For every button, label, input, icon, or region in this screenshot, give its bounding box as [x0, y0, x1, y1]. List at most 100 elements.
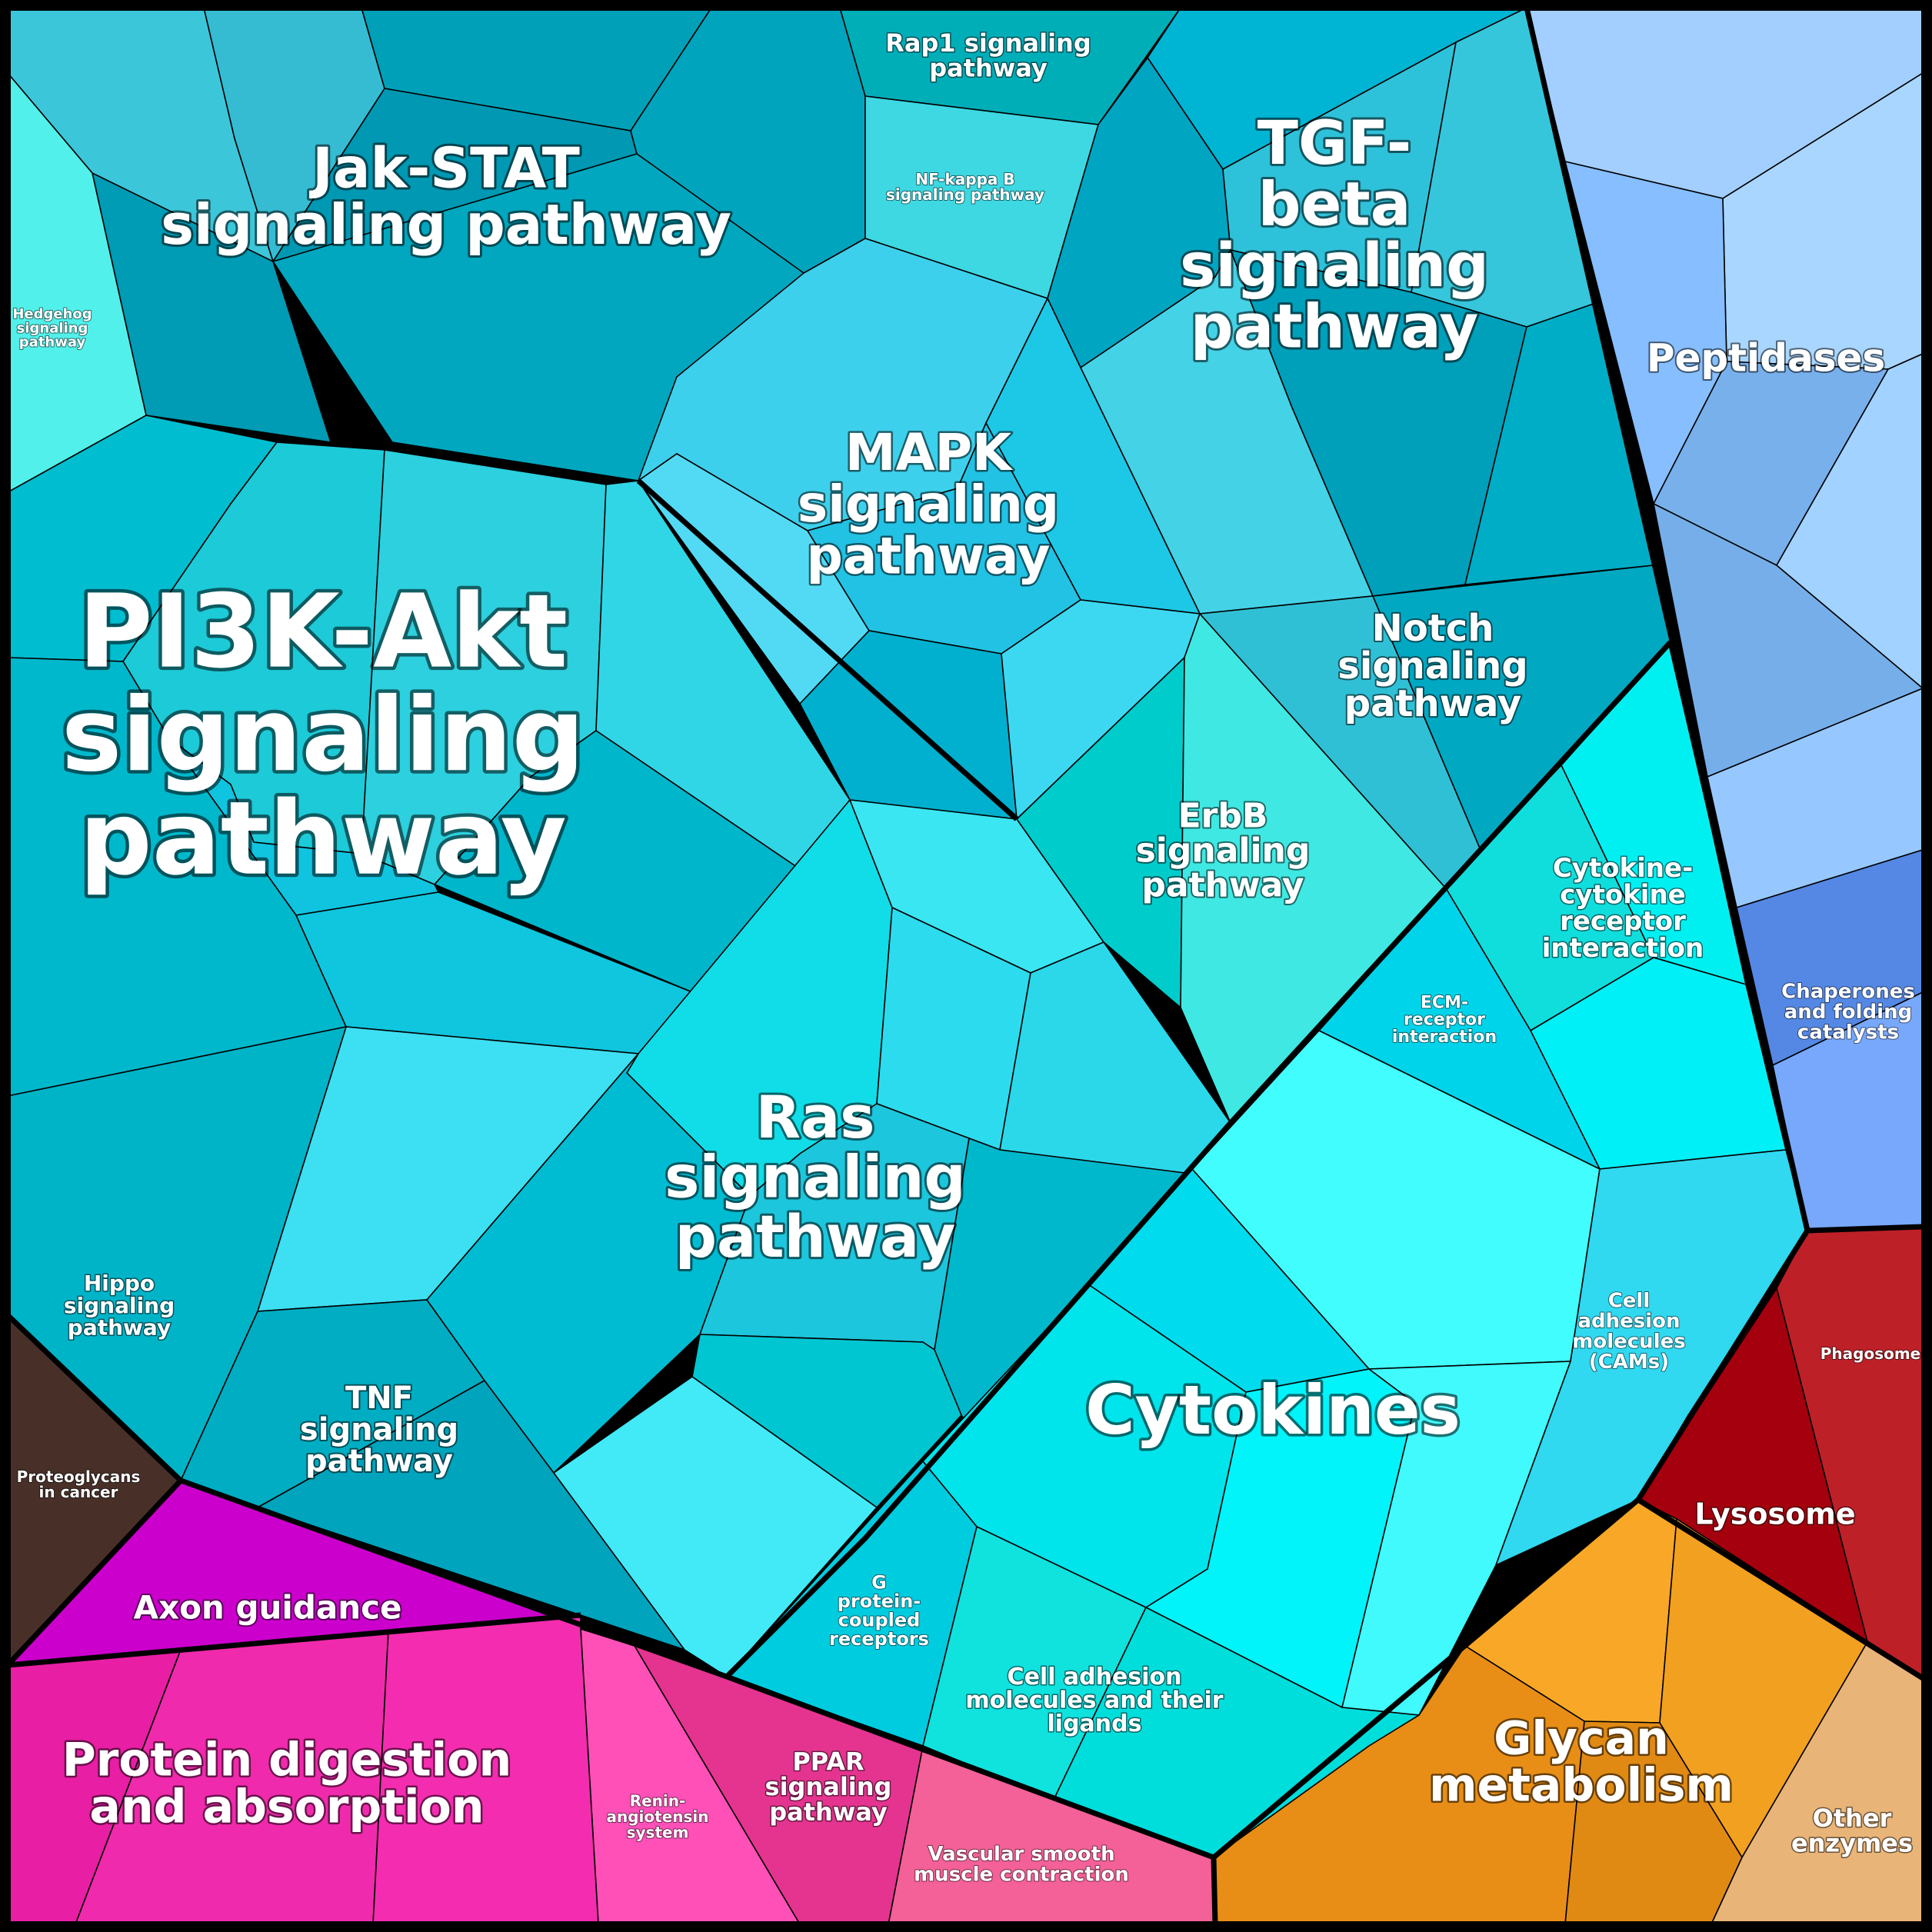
- label-line: Vascular smooth: [928, 1843, 1114, 1866]
- labels: Jak-STAT signaling pathway Rap1 signaling…: [12, 27, 1921, 1887]
- label-erbb: ErbB signaling pathway: [1136, 797, 1311, 905]
- border-ccr: [1667, 641, 1810, 1231]
- label-line: G: [871, 1572, 887, 1594]
- label-notch: Notch signaling pathway: [1337, 607, 1527, 725]
- label-line: and folding: [1784, 1001, 1912, 1024]
- magenta-group: [5, 1314, 1216, 1925]
- label-lysosome: Lysosome: [1694, 1497, 1855, 1531]
- label-line: muscle contraction: [914, 1863, 1129, 1886]
- label-hippo: Hippo signaling pathway: [64, 1271, 175, 1340]
- label-line: coupled: [838, 1610, 921, 1631]
- cell-pi3k-5: [433, 730, 801, 993]
- label-line: pathway: [1141, 865, 1304, 904]
- label-renin: Renin-angiotensin system: [606, 1792, 708, 1842]
- label-phagosome: Phagosome: [1820, 1344, 1921, 1363]
- label-line: Cell adhesion: [1008, 1664, 1182, 1690]
- label-line: receptor: [1404, 1011, 1485, 1030]
- label-line: PI3K-Akt: [78, 573, 568, 691]
- label-line: Jak-STAT: [308, 136, 580, 201]
- label-cell-adhesion-ligands: Cell adhesion molecules and their ligands: [965, 1664, 1223, 1737]
- label-line: pathway: [305, 1444, 453, 1479]
- label-line: Rap1 signaling: [885, 28, 1091, 58]
- label-line: signaling: [798, 475, 1059, 534]
- label-line: and absorption: [89, 1780, 484, 1834]
- label-ecm: ECM-receptor interaction: [1392, 993, 1497, 1047]
- label-line: Chaperones: [1781, 981, 1915, 1004]
- label-ppar: PPAR signaling pathway: [765, 1747, 892, 1827]
- label-line: Glycan: [1494, 1711, 1669, 1765]
- label-cams: Cell adhesion molecules (CAMs): [1572, 1289, 1685, 1374]
- label-proteoglycans: Proteoglycans in cancer: [17, 1467, 141, 1501]
- peptidases-group: [1525, 7, 1924, 1231]
- label-line: ECM-: [1421, 993, 1468, 1012]
- label-line: angiotensin: [606, 1807, 708, 1826]
- label-tgf: TGF-beta signaling pathway: [1180, 109, 1489, 362]
- label-line: Renin-: [630, 1792, 686, 1810]
- label-line: signaling: [17, 320, 88, 336]
- label-peptidases: Peptidases: [1647, 336, 1885, 381]
- label-tnf: TNF signaling pathway: [300, 1381, 458, 1479]
- label-line: TNF: [345, 1381, 413, 1416]
- label-line: signaling pathway: [161, 192, 731, 257]
- label-line: signaling: [665, 1143, 966, 1211]
- label-line: system: [627, 1823, 689, 1841]
- label-line: Protein digestion: [62, 1733, 511, 1787]
- label-line: signaling pathway: [886, 185, 1044, 204]
- label-line: MAPK: [845, 423, 1014, 482]
- label-cytokines: Cytokines: [1085, 1371, 1461, 1450]
- label-line: metabolism: [1429, 1759, 1734, 1813]
- label-line: molecules and their: [965, 1687, 1223, 1714]
- label-ras: Ras signaling pathway: [665, 1083, 966, 1271]
- label-line: Hippo: [84, 1271, 155, 1296]
- border-cytokines: [724, 640, 1673, 1679]
- label-line: enzymes: [1791, 1829, 1913, 1858]
- label-line: Phagosome: [1820, 1344, 1921, 1363]
- label-line: signaling: [62, 676, 585, 794]
- label-line: interaction: [1542, 933, 1704, 964]
- label-line: NF-kappa B: [915, 170, 1014, 188]
- label-line: pathway: [79, 780, 567, 898]
- label-line: Cytokines: [1085, 1371, 1461, 1450]
- label-line: pathway: [807, 526, 1051, 585]
- label-line: interaction: [1392, 1028, 1497, 1047]
- label-other-enzymes: Other enzymes: [1791, 1804, 1913, 1858]
- label-chaperones: Chaperones and folding catalysts: [1781, 981, 1915, 1044]
- border-lysosome-glycan: [1637, 1497, 1924, 1681]
- label-line: in cancer: [39, 1483, 118, 1501]
- cell-ras-9: [552, 1376, 878, 1678]
- label-line: PPAR: [792, 1747, 864, 1777]
- label-vascular: Vascular smooth muscle contraction: [914, 1843, 1129, 1887]
- glycan-group: [1213, 1499, 1924, 1925]
- label-line: pathway: [929, 54, 1048, 83]
- label-rap1: Rap1 signaling pathway: [885, 28, 1091, 83]
- label-line: Ras: [755, 1083, 874, 1151]
- border-glycan-vascular: [1211, 1857, 1218, 1925]
- label-protein-digestion: Protein digestion and absorption: [62, 1733, 511, 1834]
- label-line: signaling: [64, 1293, 175, 1318]
- label-line: pathway: [675, 1202, 956, 1271]
- signaling-group: [7, 6, 1808, 1858]
- label-jak-stat: Jak-STAT signaling pathway: [161, 136, 731, 257]
- label-line: receptors: [829, 1628, 929, 1650]
- label-line: pathway: [769, 1797, 888, 1827]
- label-line: Other: [1813, 1804, 1892, 1833]
- label-line: TGF-: [1257, 109, 1411, 178]
- label-line: (CAMs): [1589, 1351, 1669, 1374]
- label-line: pathway: [1191, 293, 1478, 362]
- label-line: adhesion: [1577, 1310, 1680, 1333]
- label-cytokine-receptor: Cytokine-cytokine receptor interaction: [1542, 853, 1704, 964]
- border-axon: [7, 1612, 581, 1668]
- label-pi3k: PI3K-Akt signaling pathway: [62, 573, 585, 898]
- label-line: signaling: [765, 1772, 892, 1801]
- label-line: Cell: [1608, 1289, 1651, 1312]
- label-line: pathway: [68, 1314, 171, 1340]
- group-borders: [5, 7, 1924, 1925]
- label-line: signaling: [300, 1412, 458, 1447]
- label-line: signaling: [1136, 831, 1311, 870]
- label-glycan: Glycan metabolism: [1429, 1711, 1734, 1812]
- label-line: Hedgehog: [12, 306, 92, 322]
